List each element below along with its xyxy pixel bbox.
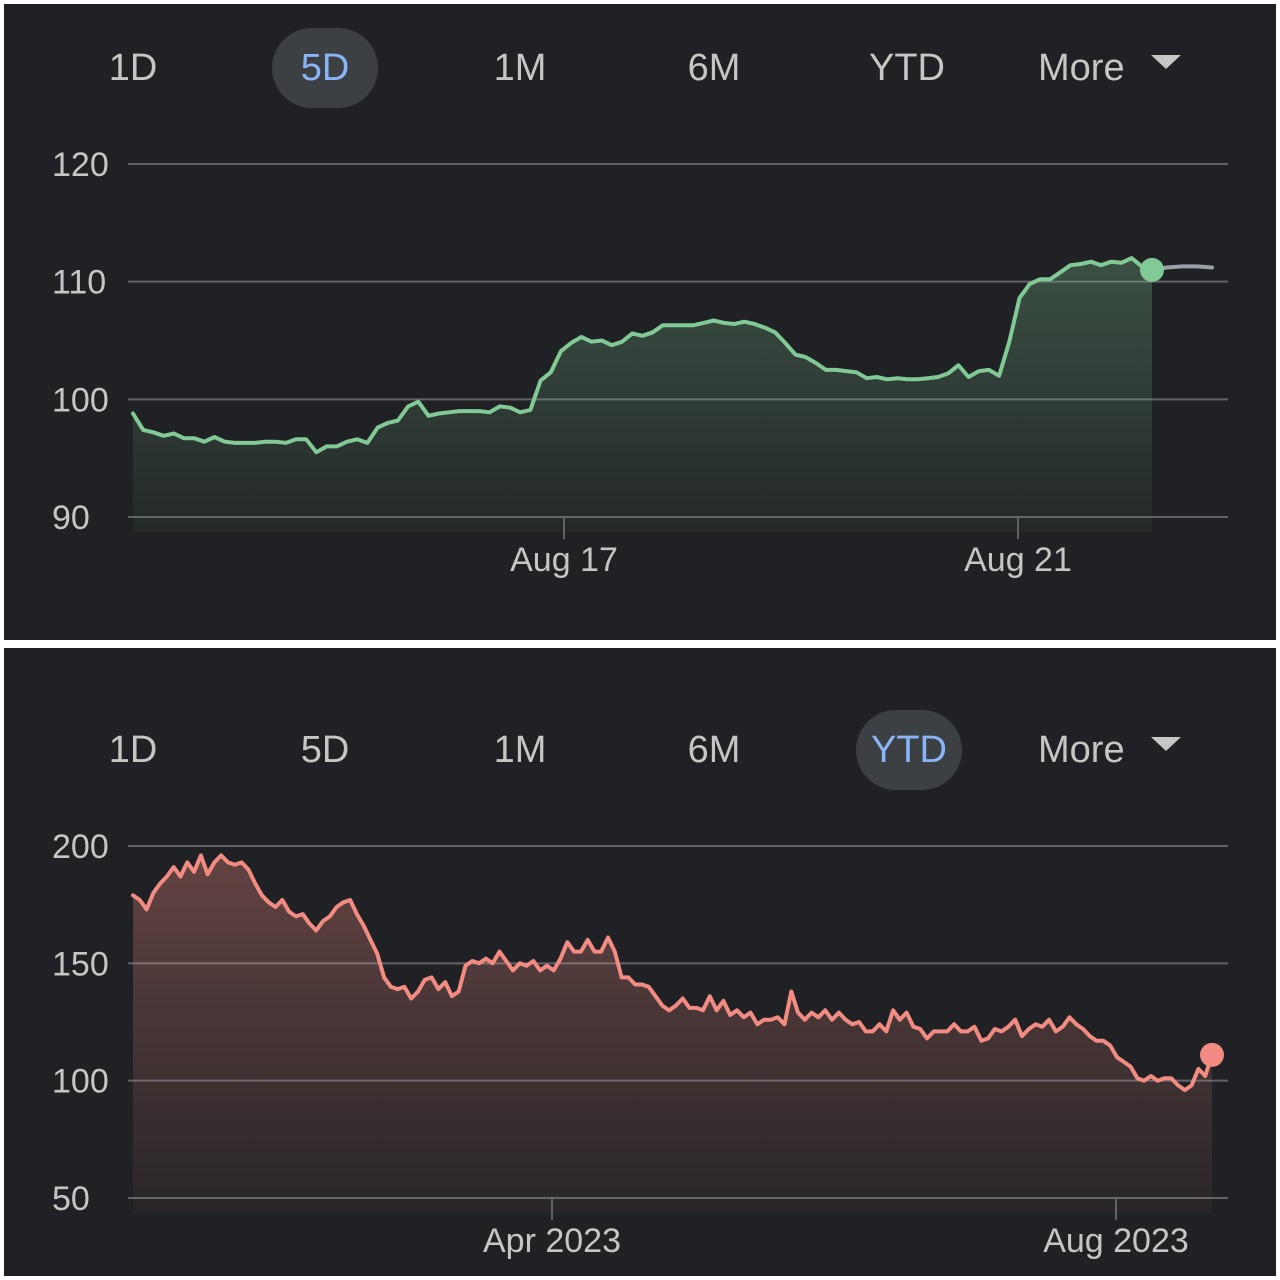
chart-panel-5d: 5D 1D 1M 6M YTD More 90 100 110 120 Aug 17 Au…: [4, 4, 1276, 640]
y-tick-label: 100: [52, 1063, 109, 1101]
x-tick-label: Aug 21: [964, 541, 1072, 579]
more-dropdown[interactable]: More: [1038, 710, 1181, 790]
more-dropdown[interactable]: More: [1038, 28, 1181, 108]
x-tick-label: Aug 2023: [1043, 1222, 1189, 1260]
more-label: More: [1038, 729, 1125, 771]
tab-1m[interactable]: 1M: [493, 47, 547, 89]
tab-5d[interactable]: 5D: [300, 729, 350, 771]
y-tick-label: 200: [52, 828, 109, 866]
tab-ytd[interactable]: YTD: [856, 710, 962, 790]
price-series-line: [131, 256, 1154, 455]
y-tick-label: 100: [52, 381, 109, 419]
price-series-line: [131, 853, 1214, 1093]
x-tick-label: Apr 2023: [483, 1222, 621, 1260]
series-area-fill: [133, 258, 1152, 532]
y-tick-label: 50: [52, 1180, 90, 1218]
range-tabs: YTD 1D 5D 1M 6M More: [4, 648, 1276, 790]
current-value-marker: [1140, 257, 1164, 282]
caret-down-icon: [1150, 54, 1181, 69]
tab-6m[interactable]: 6M: [687, 47, 741, 89]
tab-1d[interactable]: 1D: [108, 729, 158, 771]
chart-panel-ytd: YTD 1D 5D 1M 6M More 50 100 150 200 Apr 2023…: [4, 648, 1276, 1276]
caret-down-icon: [1150, 736, 1181, 751]
tab-ytd[interactable]: YTD: [869, 47, 945, 89]
y-tick-label: 150: [52, 945, 109, 983]
tab-1m[interactable]: 1M: [493, 729, 547, 771]
y-tick-label: 110: [52, 264, 106, 302]
current-value-marker: [1200, 1042, 1224, 1067]
price-chart-5d: 90 100 110 120 Aug 17 Aug 21: [52, 146, 1228, 579]
range-tabs: 5D 1D 1M 6M YTD More: [4, 4, 1276, 124]
tab-6m[interactable]: 6M: [687, 729, 741, 771]
tab-5d[interactable]: 5D: [272, 28, 378, 108]
price-chart-ytd: 50 100 150 200 Apr 2023 Aug 2023: [52, 828, 1228, 1260]
y-tick-label: 120: [52, 146, 109, 184]
tab-1d[interactable]: 1D: [108, 47, 158, 89]
x-tick-label: Aug 17: [510, 541, 618, 579]
series-area-fill: [133, 855, 1212, 1214]
y-tick-label: 90: [52, 499, 90, 537]
more-label: More: [1038, 47, 1125, 89]
